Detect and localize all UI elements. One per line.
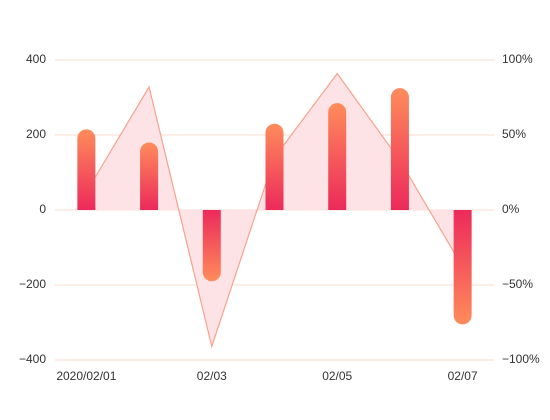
bar	[77, 129, 96, 210]
y2-tick-label: 100%	[502, 52, 533, 66]
x-tick-label: 02/05	[322, 369, 352, 383]
bar	[265, 123, 284, 210]
bar	[453, 210, 472, 325]
y-tick-label: −200	[19, 277, 46, 291]
x-tick-label: 02/03	[197, 369, 227, 383]
x-tick-label: 02/07	[448, 369, 478, 383]
y2-tick-label: −100%	[502, 352, 540, 366]
bar	[140, 142, 159, 210]
y-tick-label: 400	[26, 52, 46, 66]
bar	[328, 103, 347, 210]
bar	[202, 210, 221, 282]
y-tick-label: 0	[39, 202, 46, 216]
y-tick-label: 200	[26, 127, 46, 141]
bar	[390, 88, 409, 210]
x-tick-label: 2020/02/01	[56, 369, 116, 383]
y2-tick-label: 50%	[502, 127, 526, 141]
y2-tick-label: 0%	[502, 202, 520, 216]
y-tick-label: −400	[19, 352, 46, 366]
y2-tick-label: −50%	[502, 277, 533, 291]
